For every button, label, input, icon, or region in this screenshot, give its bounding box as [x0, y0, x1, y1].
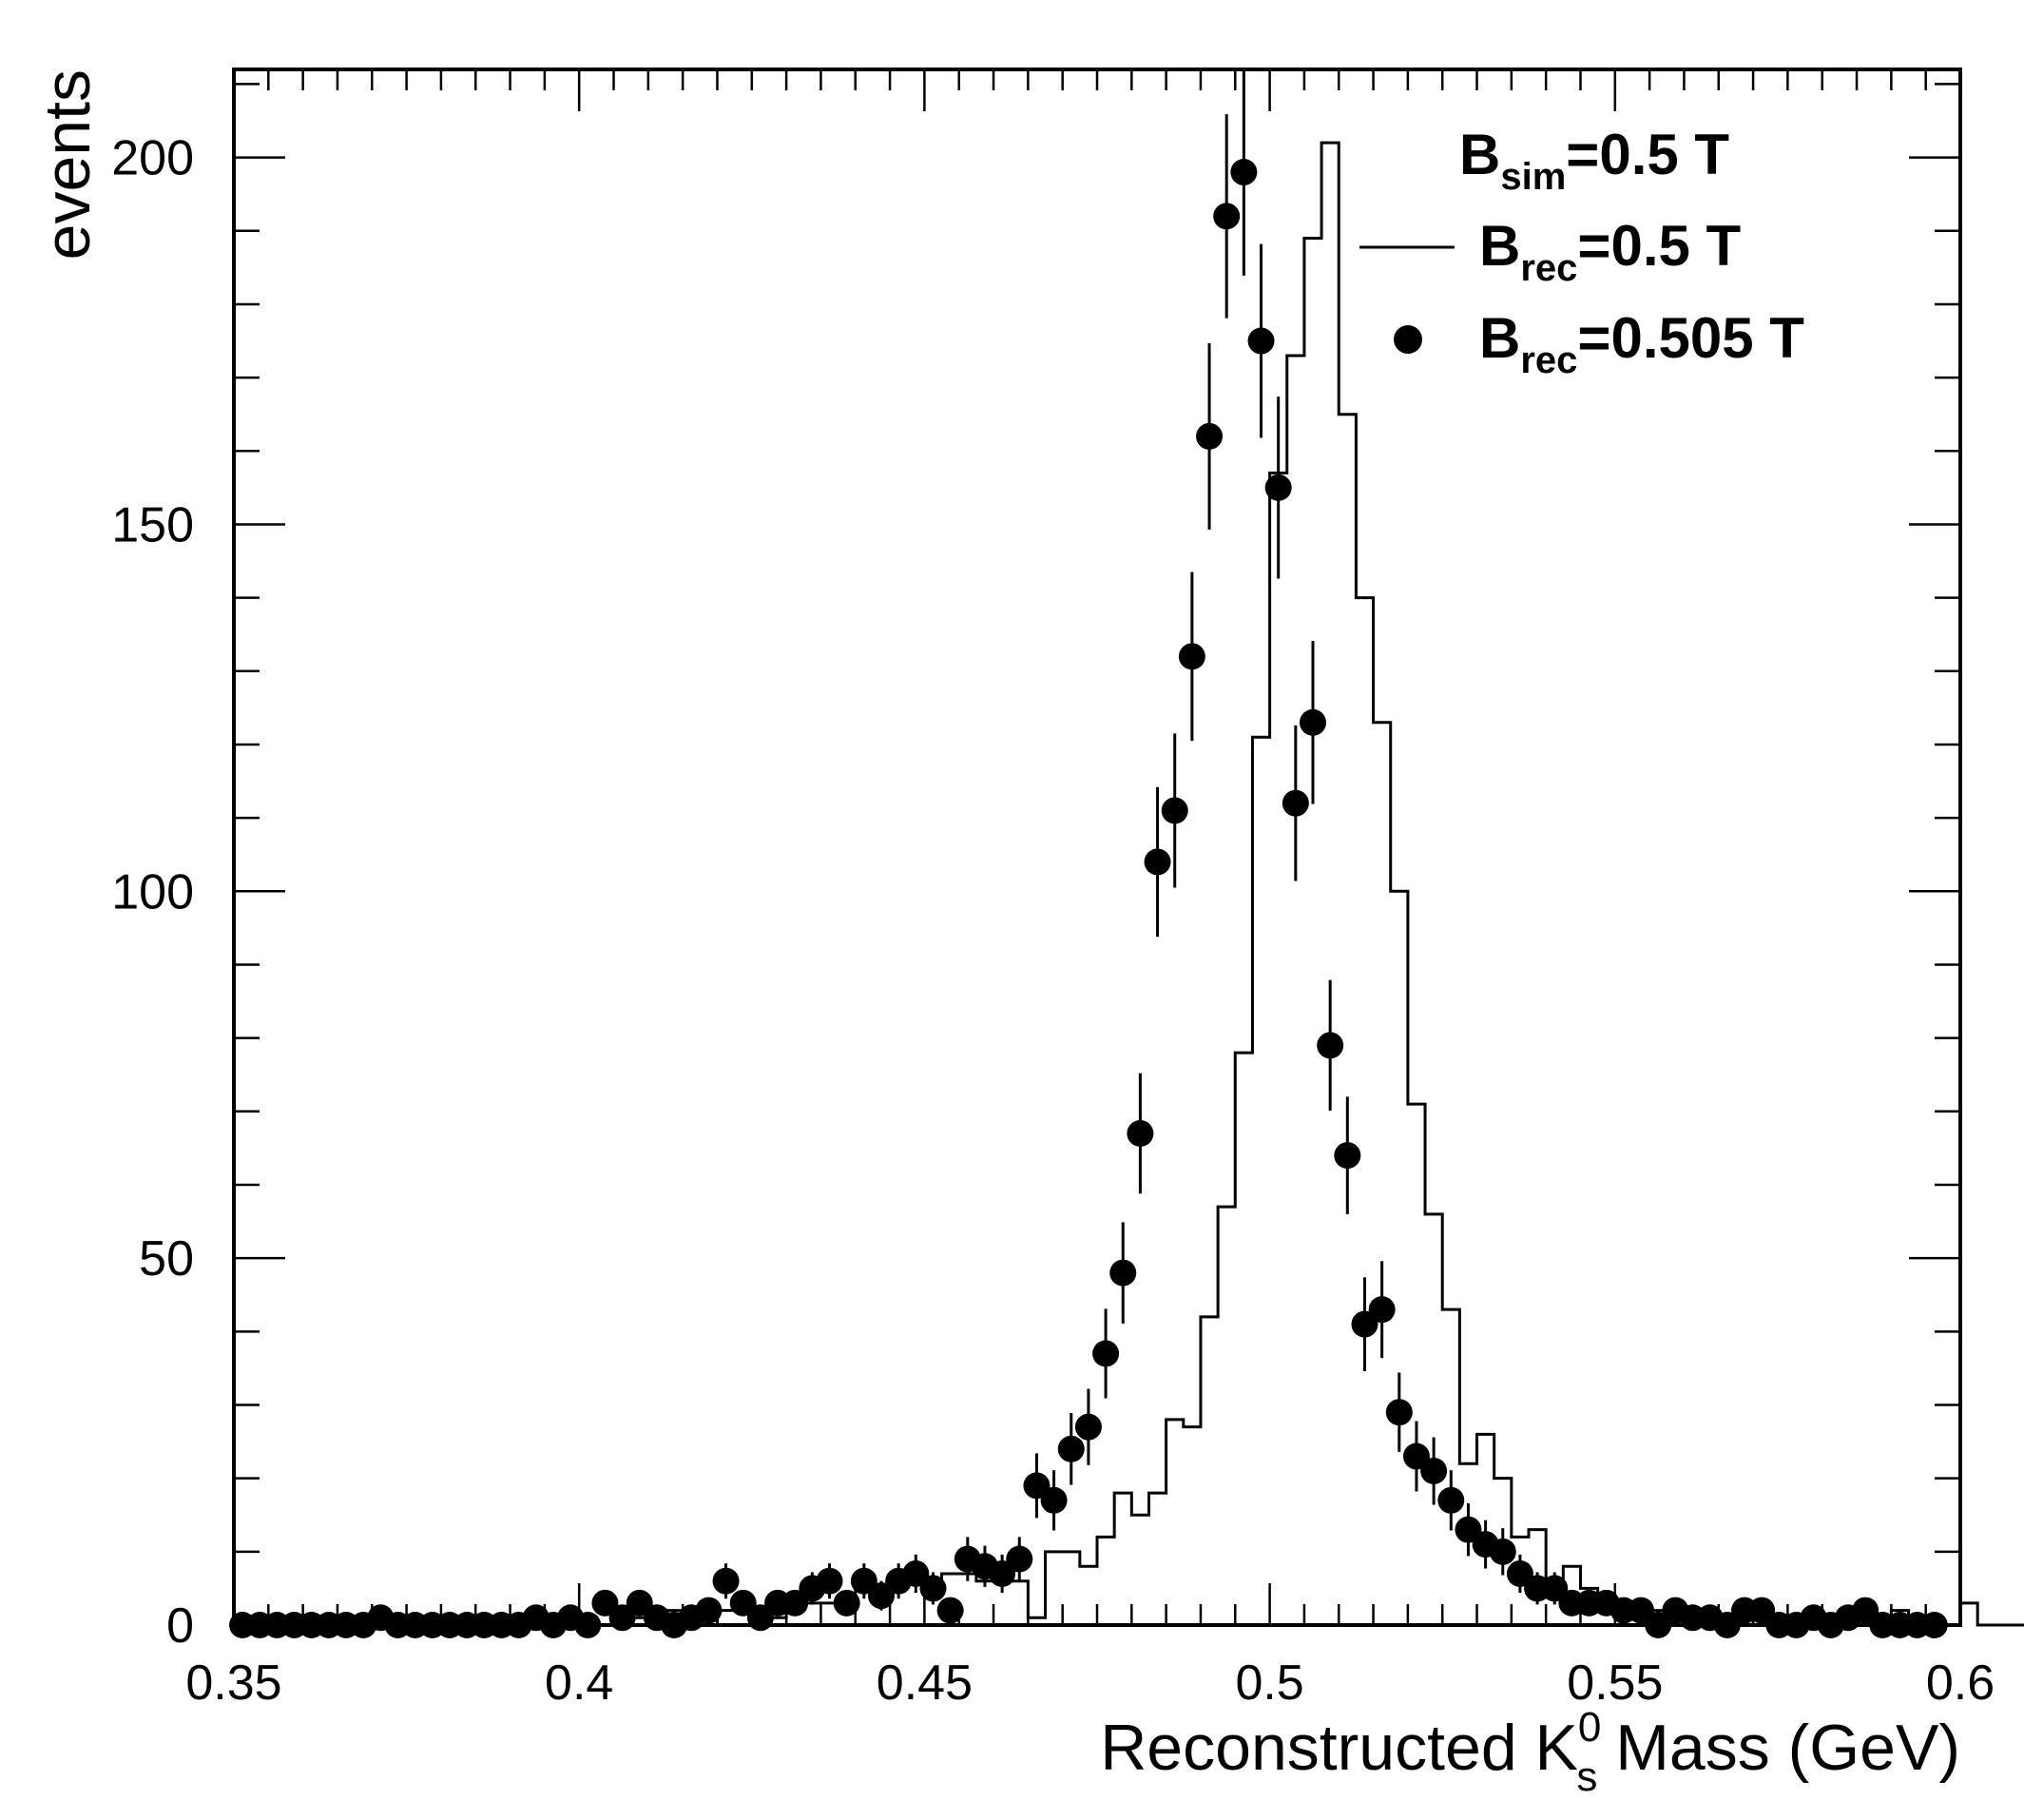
legend-entry-bsim-base: B	[1459, 123, 1500, 186]
legend: Bsim=0.5 T Brec=0.5 T Brec=0.505 T	[1359, 123, 1804, 381]
data-point	[1437, 1486, 1465, 1514]
legend-entry-brec-dot-sub: rec	[1520, 339, 1577, 381]
legend-entry-bsim-tail: =0.5 T	[1566, 123, 1729, 186]
data-point	[1092, 1340, 1120, 1367]
data-point	[1282, 789, 1309, 817]
data-point	[1178, 643, 1205, 670]
x-tick-label: 0.35	[185, 1655, 281, 1711]
legend-entry-bsim-sub: sim	[1500, 156, 1566, 198]
legend-dot-marker	[1394, 325, 1422, 354]
data-point	[919, 1575, 947, 1602]
x-tick-label: 0.4	[545, 1655, 613, 1711]
legend-entry-brec-dot-tail: =0.505 T	[1577, 306, 1804, 370]
data-point	[1334, 1142, 1361, 1170]
data-point	[1040, 1486, 1068, 1514]
plot-frame	[232, 68, 1962, 1627]
data-point	[1264, 474, 1292, 501]
data-point	[1247, 327, 1275, 355]
legend-entry-brec-line-tail: =0.5 T	[1577, 214, 1741, 278]
y-tick-label: 200	[111, 131, 194, 186]
x-axis-label-tail: Mass (GeV)	[1597, 1712, 1960, 1784]
y-tick-label: 100	[111, 864, 194, 920]
legend-entry-brec-line-sub: rec	[1520, 247, 1577, 289]
data-point	[1213, 203, 1241, 230]
data-point	[1300, 708, 1326, 736]
x-tick-labels: 0.35 0.4 0.45 0.5 0.55 0.6	[185, 1655, 1995, 1711]
data-point	[1057, 1435, 1085, 1462]
y-tick-labels: 0 50 100 150 200	[111, 131, 194, 1654]
data-point	[1230, 159, 1258, 186]
data-point	[816, 1567, 843, 1595]
x-axis-label-main: Reconstructed K	[1100, 1712, 1578, 1784]
data-point	[712, 1567, 740, 1595]
legend-entry-brec-dot-base: B	[1479, 306, 1520, 370]
data-point	[1489, 1538, 1516, 1565]
y-axis-label: events	[31, 69, 104, 260]
y-tick-label: 0	[166, 1598, 194, 1654]
data-point	[695, 1597, 723, 1624]
y-tick-label: 150	[111, 497, 194, 552]
data-point	[1420, 1457, 1448, 1484]
data-point	[1109, 1259, 1137, 1287]
data-point	[1161, 797, 1188, 824]
data-point	[1368, 1296, 1396, 1324]
data-point	[1317, 1032, 1344, 1059]
legend-entry-brec-line: Brec=0.5 T	[1479, 214, 1741, 289]
data-point	[1144, 848, 1171, 876]
legend-entry-brec-dot: Brec=0.505 T	[1479, 306, 1804, 381]
x-tick-label: 0.45	[877, 1655, 973, 1711]
data-point	[936, 1597, 964, 1624]
data-point	[1385, 1399, 1413, 1426]
x-tick-label: 0.5	[1235, 1655, 1303, 1711]
x-axis-label-sup: 0	[1578, 1704, 1601, 1751]
data-point	[1127, 1119, 1154, 1147]
legend-entry-bsim: Bsim=0.5 T	[1459, 123, 1729, 198]
x-axis-label: Reconstructed K0 s Mass (GeV)	[1100, 1704, 1960, 1800]
y-tick-label: 50	[139, 1231, 194, 1287]
x-tick-label: 0.6	[1926, 1655, 1995, 1711]
data-point	[833, 1589, 860, 1617]
legend-entry-brec-line-base: B	[1479, 214, 1520, 278]
x-axis-label-sub: s	[1576, 1753, 1597, 1800]
data-point	[1196, 422, 1224, 450]
x-tick-label: 0.55	[1567, 1655, 1663, 1711]
data-point	[1006, 1545, 1033, 1573]
data-point	[1074, 1413, 1102, 1441]
